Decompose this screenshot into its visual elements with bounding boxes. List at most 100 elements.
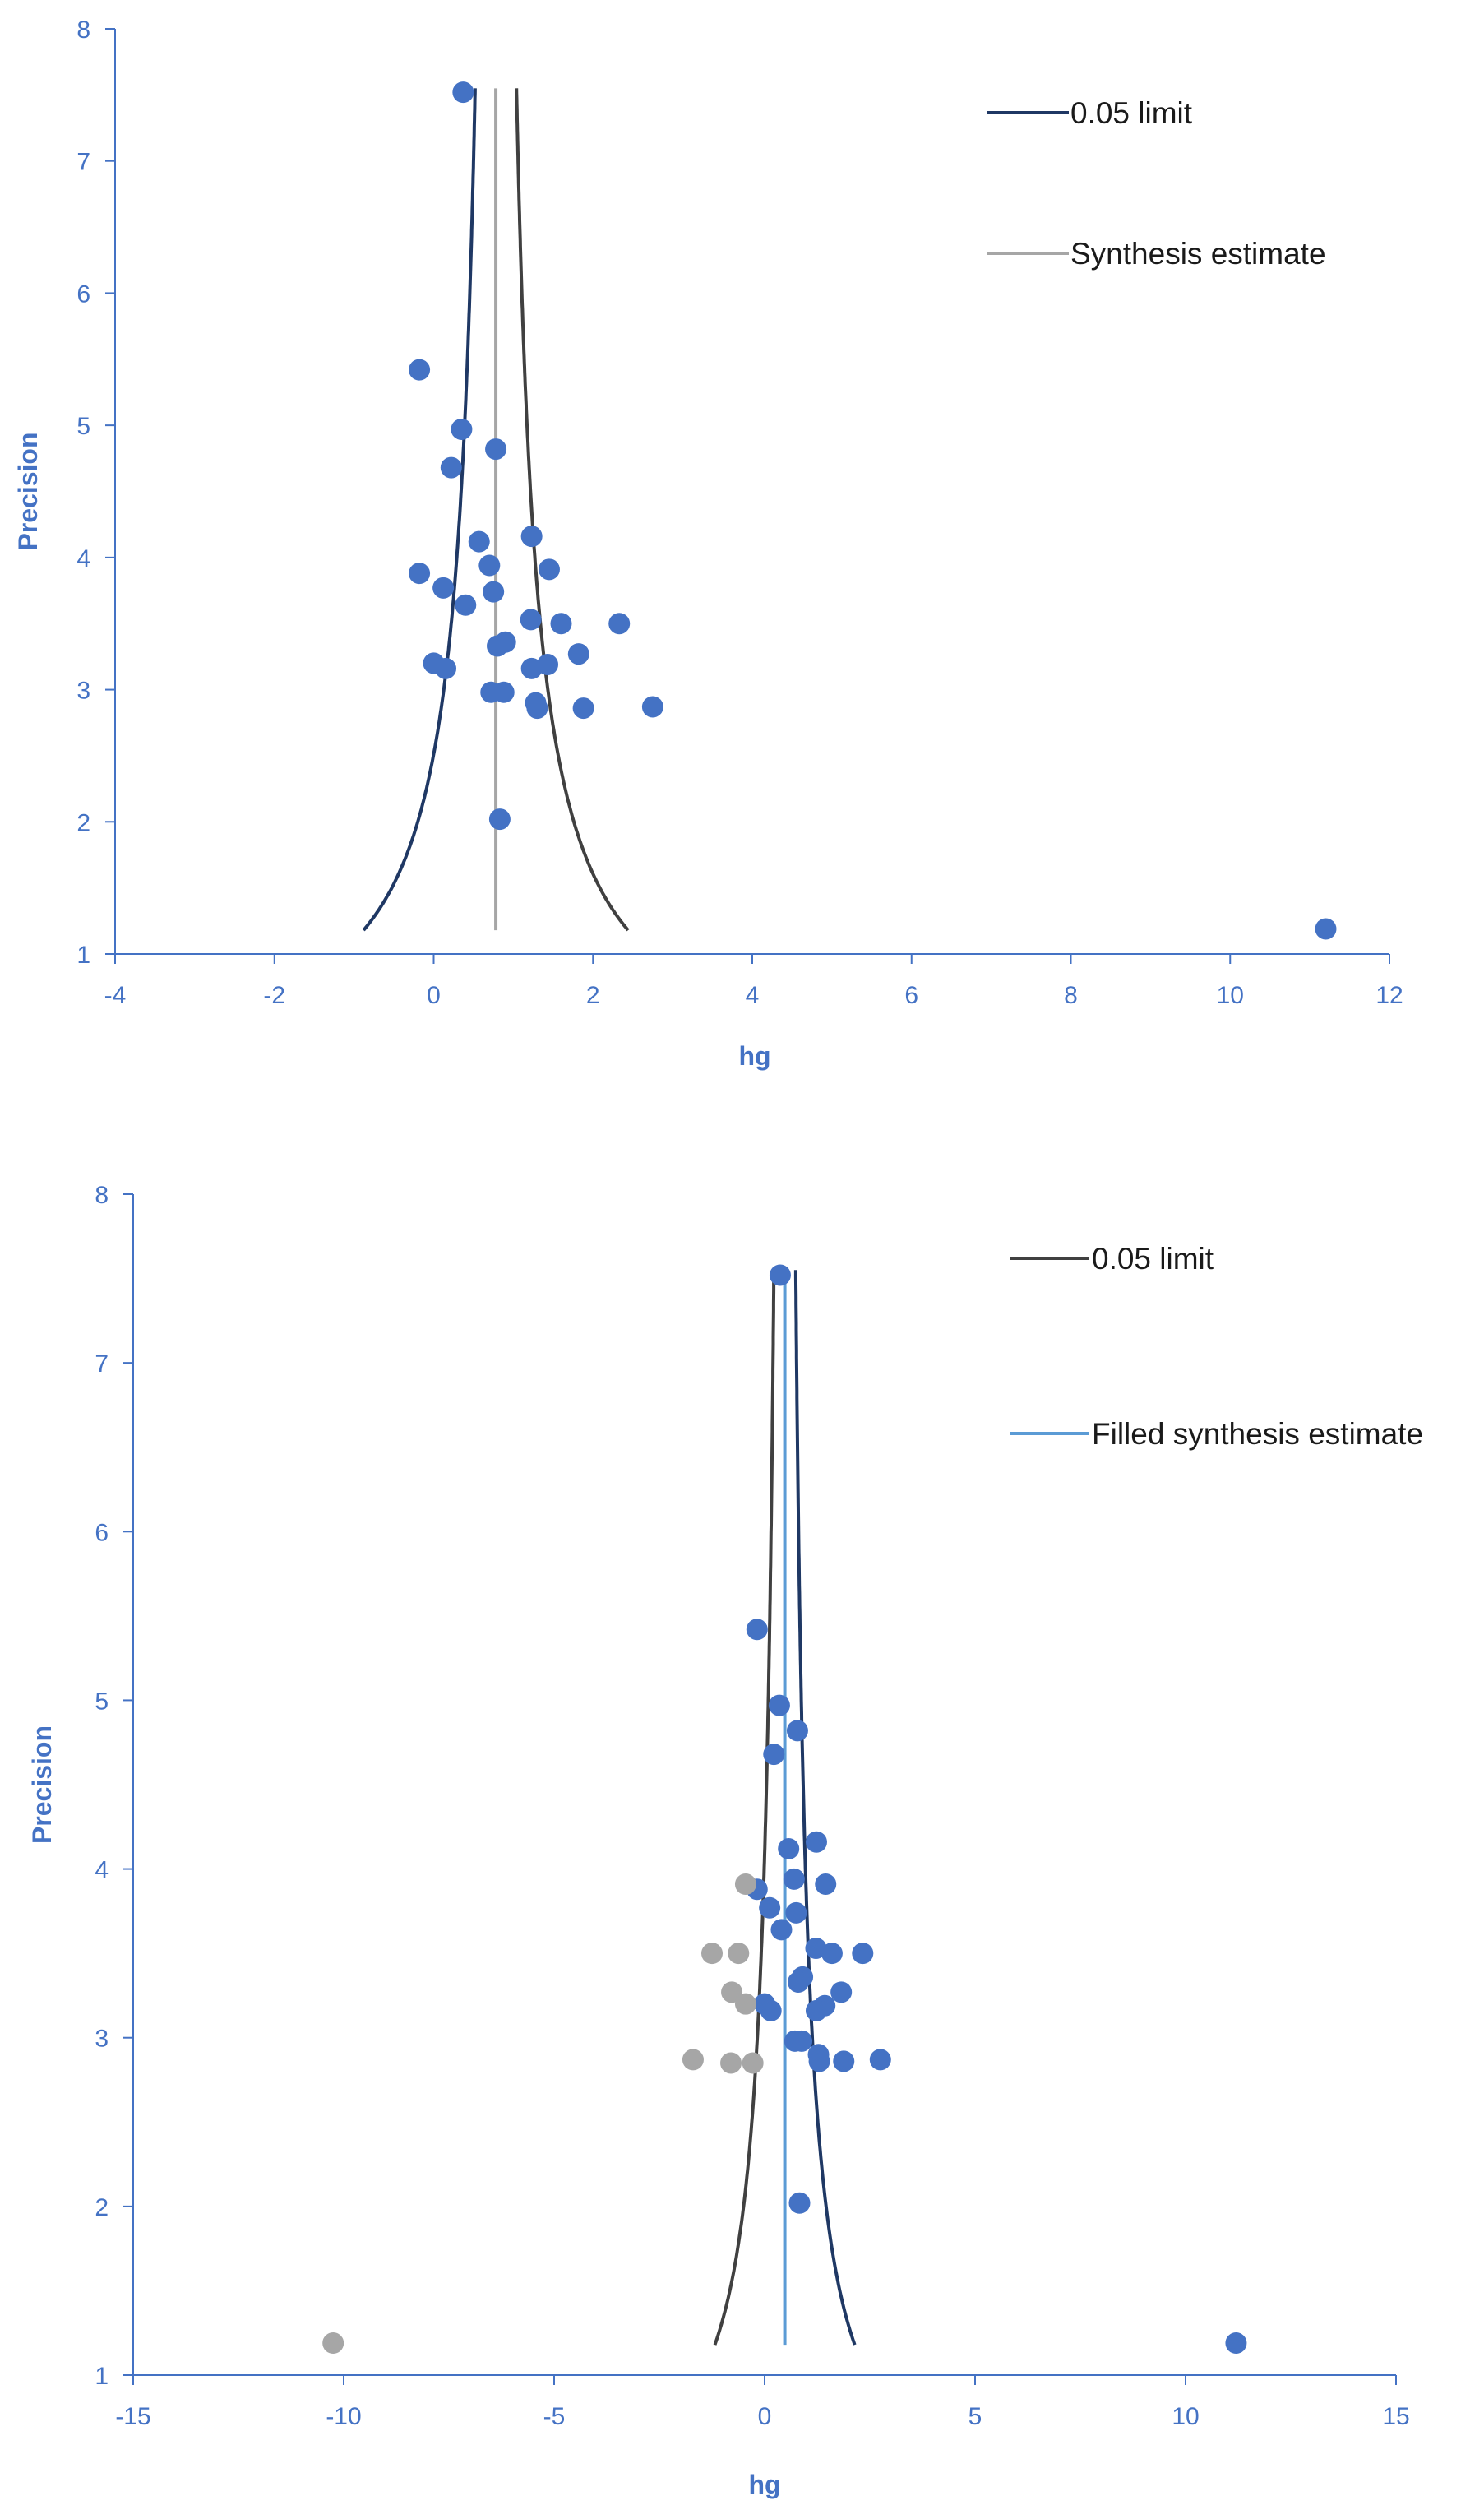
data-point — [763, 1744, 785, 1766]
y-tick-label: 1 — [95, 2363, 109, 2390]
filled-data-point — [682, 2049, 704, 2071]
data-point — [488, 808, 511, 831]
data-point — [788, 2192, 811, 2214]
filled-data-point — [728, 1943, 750, 1965]
data-point — [759, 1896, 781, 1919]
x-axis-title: hg — [738, 1041, 770, 1071]
legend-label: Filled synthesis estimate — [1092, 1417, 1423, 1451]
y-tick-label: 2 — [76, 809, 90, 836]
data-point — [770, 1919, 793, 1941]
data-point — [1225, 2332, 1247, 2355]
x-tick-label: 10 — [1217, 982, 1244, 1009]
legend-label: 0.05 limit — [1092, 1242, 1214, 1276]
data-point — [492, 681, 515, 703]
data-point — [769, 1264, 791, 1286]
data-point — [435, 657, 457, 679]
x-tick-label: 6 — [904, 982, 918, 1009]
data-point — [791, 2030, 813, 2052]
data-point — [452, 81, 474, 104]
filled-data-point — [734, 1993, 756, 2015]
x-tick-label: -10 — [326, 2403, 361, 2430]
data-point — [1315, 918, 1337, 940]
data-point — [746, 1619, 768, 1641]
y-tick-label: 2 — [95, 2194, 109, 2221]
y-tick-label: 8 — [95, 1182, 109, 1209]
y-tick-label: 8 — [76, 16, 90, 44]
filled-data-point — [734, 1873, 756, 1896]
filled-data-point — [720, 2052, 742, 2074]
limit-curve-right — [793, 1270, 857, 2346]
y-tick-label: 1 — [76, 942, 90, 969]
x-axis-title: hg — [748, 2470, 780, 2499]
x-tick-label: 15 — [1382, 2403, 1409, 2430]
limit-curve-left — [713, 1270, 776, 2346]
funnel-plot-bottom: -15 -10 -5 0 5 10 15 1 2 3 4 5 6 7 8 hg Precision 0.05 li… — [27, 1182, 1423, 2499]
data-point — [483, 581, 505, 603]
x-tick-label: -5 — [543, 2403, 566, 2430]
data-point — [808, 2050, 830, 2072]
y-tick-label: 3 — [95, 2026, 109, 2053]
data-point — [526, 697, 548, 720]
y-tick-label: 4 — [76, 545, 90, 572]
data-point — [768, 1694, 790, 1716]
x-tick-label: -4 — [104, 982, 127, 1009]
data-point — [833, 2050, 855, 2072]
data-point — [785, 1901, 807, 1924]
data-point — [538, 558, 560, 581]
legend-label: 0.05 limit — [1070, 96, 1193, 130]
x-tick-label: 5 — [969, 2403, 982, 2430]
data-point — [468, 530, 490, 553]
y-axis-title: Precision — [27, 1725, 57, 1844]
y-tick-label: 7 — [95, 1350, 109, 1378]
data-point — [608, 613, 631, 635]
limit-curve-right — [515, 88, 630, 932]
x-tick-label: 12 — [1375, 982, 1403, 1009]
x-tick-label: -15 — [115, 2403, 150, 2430]
filled-data-point — [322, 2332, 344, 2355]
limit-curve-left — [362, 88, 477, 932]
x-tick-label: 10 — [1172, 2403, 1199, 2430]
data-point — [451, 418, 473, 440]
data-point — [778, 1837, 800, 1859]
data-point — [815, 1873, 837, 1896]
y-tick-label: 4 — [95, 1857, 109, 1884]
data-point — [485, 438, 507, 461]
data-point — [821, 1943, 843, 1965]
data-point — [869, 2049, 891, 2071]
data-point — [409, 359, 431, 381]
x-tick-label: -2 — [263, 982, 285, 1009]
data-point — [760, 1999, 782, 2021]
x-tick-label: 8 — [1064, 982, 1078, 1009]
data-point — [550, 613, 572, 635]
data-point — [783, 1868, 805, 1890]
y-tick-label: 5 — [95, 1688, 109, 1715]
data-point — [572, 697, 594, 720]
data-point — [786, 1720, 808, 1742]
filled-data-point — [742, 2052, 764, 2074]
legend-label: Synthesis estimate — [1070, 237, 1326, 271]
y-tick-label: 6 — [95, 1519, 109, 1546]
data-point — [805, 1999, 827, 2021]
data-point — [852, 1943, 874, 1965]
data-point — [520, 657, 543, 679]
y-tick-label: 7 — [76, 149, 90, 176]
x-tick-label: 0 — [758, 2403, 772, 2430]
x-tick-label: 2 — [586, 982, 600, 1009]
data-point — [567, 643, 589, 665]
data-point — [487, 635, 508, 657]
filled-data-point — [721, 1981, 743, 2003]
x-tick-label: 0 — [427, 982, 441, 1009]
data-point — [520, 609, 542, 631]
data-point — [440, 456, 462, 479]
data-point — [478, 554, 501, 577]
x-tick-label: 4 — [746, 982, 760, 1009]
data-point — [520, 526, 543, 548]
y-tick-label: 5 — [76, 413, 90, 440]
y-tick-label: 6 — [76, 280, 90, 308]
y-tick-label: 3 — [76, 678, 90, 705]
data-point — [805, 1831, 827, 1853]
data-point — [455, 594, 477, 616]
data-point — [641, 696, 663, 718]
